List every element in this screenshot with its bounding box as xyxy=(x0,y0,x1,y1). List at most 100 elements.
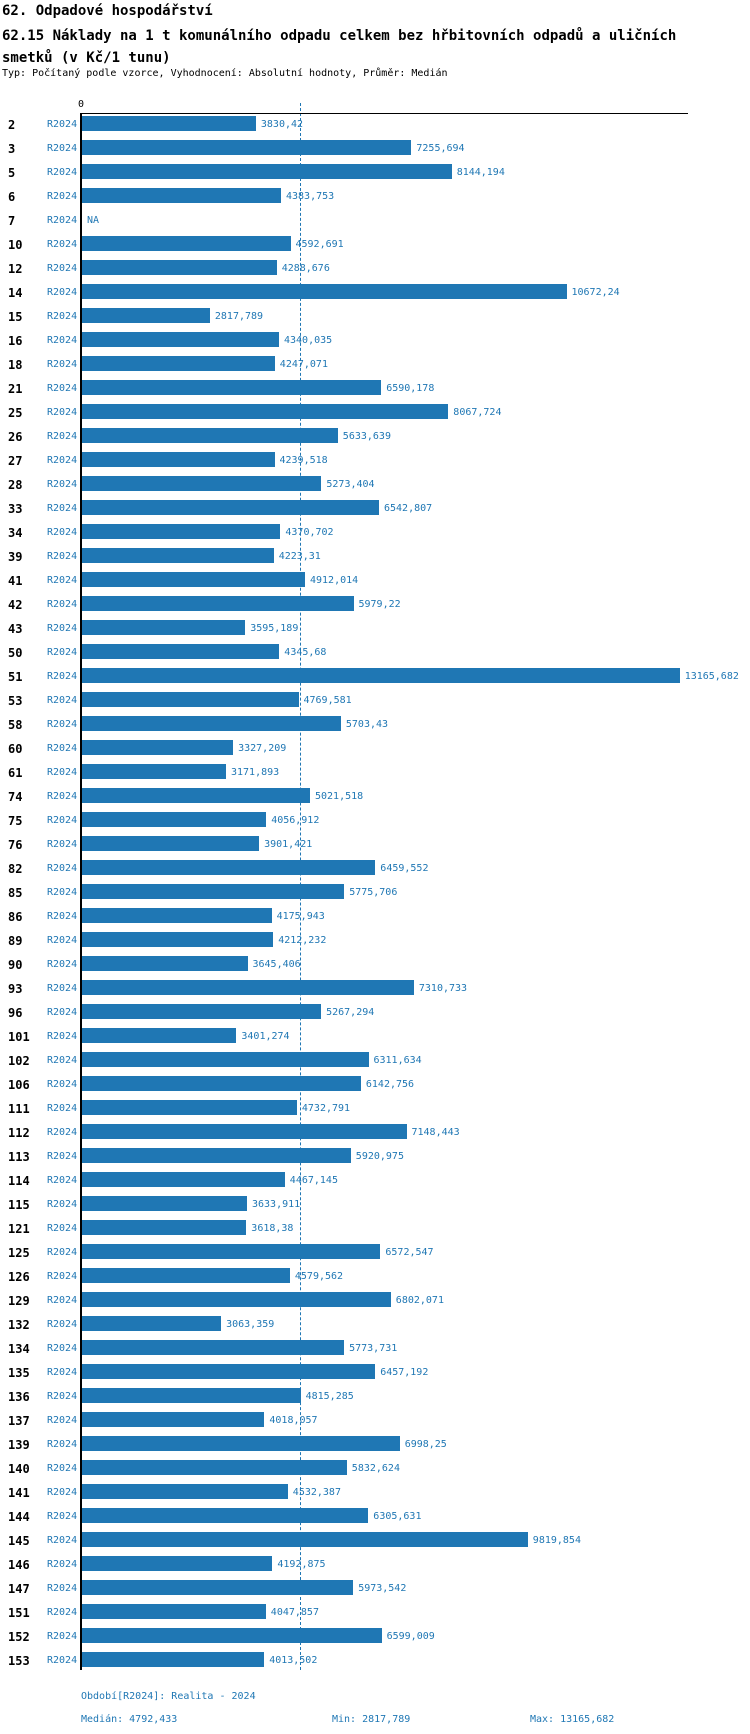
row-series-label: R2024 xyxy=(47,839,78,850)
x-axis-line xyxy=(81,113,688,114)
bar-row: 2 R2024 3830,42 xyxy=(0,113,750,137)
bar-row: 137 R2024 4018,057 xyxy=(0,1409,750,1433)
value-bar xyxy=(82,1244,381,1259)
value-label: 4223,31 xyxy=(278,551,321,562)
value-label: NA xyxy=(87,215,100,226)
row-series-label: R2024 xyxy=(47,1103,78,1114)
value-bar xyxy=(82,1220,247,1235)
value-label: 6457,192 xyxy=(380,1367,429,1378)
bar-row: 25 R2024 8067,724 xyxy=(0,401,750,425)
row-series-label: R2024 xyxy=(47,959,78,970)
value-label: 4732,791 xyxy=(301,1103,351,1114)
value-label: 4579,562 xyxy=(294,1271,344,1282)
y-axis-line xyxy=(80,113,82,1670)
row-series-label: R2024 xyxy=(47,791,78,802)
row-series-label: R2024 xyxy=(47,143,78,154)
value-bar xyxy=(82,860,376,875)
row-number: 27 xyxy=(8,454,23,468)
bar-row: 82 R2024 6459,552 xyxy=(0,857,750,881)
row-series-label: R2024 xyxy=(47,983,78,994)
value-label: 3595,189 xyxy=(250,623,299,634)
value-label: 5021,518 xyxy=(315,791,364,802)
value-bar xyxy=(82,380,382,395)
row-series-label: R2024 xyxy=(47,863,78,874)
row-number: 60 xyxy=(8,742,23,756)
row-series-label: R2024 xyxy=(47,743,78,754)
row-series-label: R2024 xyxy=(47,623,78,634)
value-label: 8144,194 xyxy=(456,167,505,178)
row-series-label: R2024 xyxy=(47,1343,78,1354)
row-series-label: R2024 xyxy=(47,215,78,226)
bar-row: 93 R2024 7310,733 xyxy=(0,977,750,1001)
row-number: 85 xyxy=(8,886,23,900)
row-series-label: R2024 xyxy=(47,695,78,706)
row-series-label: R2024 xyxy=(47,1583,78,1594)
row-series-label: R2024 xyxy=(47,311,78,322)
row-number: 33 xyxy=(8,502,23,516)
value-label: 3401,274 xyxy=(241,1031,290,1042)
footer-period: Období[R2024]: Realita - 2024 xyxy=(81,1691,256,1702)
row-number: 50 xyxy=(8,646,23,660)
value-bar xyxy=(82,308,210,323)
row-number: 125 xyxy=(8,1246,30,1260)
bar-row: 61 R2024 3171,893 xyxy=(0,761,750,785)
value-bar xyxy=(82,716,341,731)
value-bar xyxy=(82,260,277,275)
value-label: 4340,035 xyxy=(284,335,333,346)
value-bar xyxy=(82,764,226,779)
value-bar xyxy=(82,1028,237,1043)
value-label: 4769,581 xyxy=(303,695,352,706)
row-series-label: R2024 xyxy=(47,1367,78,1378)
value-bar xyxy=(82,1100,297,1115)
value-label: 6311,634 xyxy=(373,1055,422,1066)
row-series-label: R2024 xyxy=(47,335,78,346)
bar-row: 140 R2024 5832,624 xyxy=(0,1457,750,1481)
value-bar xyxy=(82,1460,347,1475)
bar-row: 112 R2024 7148,443 xyxy=(0,1121,750,1145)
value-bar xyxy=(82,596,354,611)
row-series-label: R2024 xyxy=(47,503,78,514)
value-label: 2817,789 xyxy=(214,311,264,322)
row-number: 93 xyxy=(8,982,23,996)
row-series-label: R2024 xyxy=(47,1439,78,1450)
bar-row: 3 R2024 7255,694 xyxy=(0,137,750,161)
bar-row: 6 R2024 4383,753 xyxy=(0,185,750,209)
value-bar xyxy=(82,1484,288,1499)
footer-max: Max: 13165,682 xyxy=(530,1714,615,1725)
bar-row: 60 R2024 3327,209 xyxy=(0,737,750,761)
value-bar xyxy=(82,1076,361,1091)
row-number: 53 xyxy=(8,694,23,708)
value-bar xyxy=(82,908,272,923)
row-number: 115 xyxy=(8,1198,30,1212)
value-bar xyxy=(82,740,234,755)
row-number: 111 xyxy=(8,1102,30,1116)
row-series-label: R2024 xyxy=(47,935,78,946)
value-bar xyxy=(82,932,274,947)
value-bar xyxy=(82,956,248,971)
row-series-label: R2024 xyxy=(47,383,78,394)
bar-row: 147 R2024 5973,542 xyxy=(0,1577,750,1601)
bar-row: 135 R2024 6457,192 xyxy=(0,1361,750,1385)
row-series-label: R2024 xyxy=(47,1535,78,1546)
value-bar xyxy=(82,1628,382,1643)
value-bar xyxy=(82,164,452,179)
value-label: 13165,682 xyxy=(684,671,739,682)
row-series-label: R2024 xyxy=(47,431,78,442)
row-number: 129 xyxy=(8,1294,30,1308)
row-number: 106 xyxy=(8,1078,30,1092)
value-label: 8067,724 xyxy=(453,407,502,418)
bar-row: 111 R2024 4732,791 xyxy=(0,1097,750,1121)
row-series-label: R2024 xyxy=(47,1151,78,1162)
row-number: 58 xyxy=(8,718,23,732)
value-bar xyxy=(82,1412,265,1427)
row-number: 89 xyxy=(8,934,23,948)
value-label: 4592,691 xyxy=(295,239,344,250)
bar-row: 145 R2024 9819,854 xyxy=(0,1529,750,1553)
value-label: 5773,731 xyxy=(349,1343,398,1354)
row-series-label: R2024 xyxy=(47,191,78,202)
row-number: 41 xyxy=(8,574,23,588)
row-number: 101 xyxy=(8,1030,30,1044)
row-series-label: R2024 xyxy=(47,1295,78,1306)
value-bar xyxy=(82,476,322,491)
bar-row: 86 R2024 4175,943 xyxy=(0,905,750,929)
